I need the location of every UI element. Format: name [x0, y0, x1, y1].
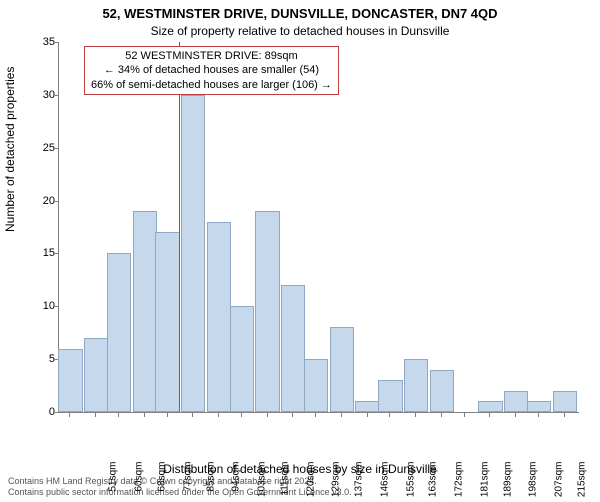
histogram-bar — [504, 391, 528, 412]
x-tick-mark — [241, 412, 242, 417]
histogram-bar — [355, 401, 379, 412]
x-tick-mark — [118, 412, 119, 417]
histogram-bar — [230, 306, 254, 412]
histogram-bar — [527, 401, 551, 412]
x-tick-label: 51sqm — [108, 462, 119, 502]
x-tick-label: 215sqm — [577, 462, 588, 502]
y-tick-mark — [54, 95, 59, 96]
y-tick-label: 10 — [25, 300, 55, 312]
histogram-bar — [133, 211, 157, 412]
y-tick-label: 35 — [25, 36, 55, 48]
x-tick-label: 146sqm — [379, 462, 390, 502]
histogram-bar — [58, 349, 82, 412]
histogram-bar — [553, 391, 577, 412]
x-tick-mark — [389, 412, 390, 417]
x-tick-label: 163sqm — [428, 462, 439, 502]
histogram-bar — [84, 338, 108, 412]
histogram-bar — [207, 222, 231, 412]
x-tick-mark — [341, 412, 342, 417]
x-tick-label: 85sqm — [205, 462, 216, 502]
x-tick-mark — [489, 412, 490, 417]
histogram-bar — [255, 211, 279, 412]
footer-line-1: Contains HM Land Registry data © Crown c… — [8, 476, 352, 487]
x-tick-mark — [538, 412, 539, 417]
y-tick-mark — [54, 42, 59, 43]
histogram-bar — [404, 359, 428, 412]
x-tick-mark — [192, 412, 193, 417]
x-tick-mark — [69, 412, 70, 417]
x-tick-label: 181sqm — [479, 462, 490, 502]
y-tick-label: 0 — [25, 406, 55, 418]
x-tick-mark — [167, 412, 168, 417]
chart-container: 52, WESTMINSTER DRIVE, DUNSVILLE, DONCAS… — [0, 0, 600, 500]
x-tick-mark — [367, 412, 368, 417]
x-tick-label: 207sqm — [554, 462, 565, 502]
y-tick-mark — [54, 412, 59, 413]
chart-subtitle: Size of property relative to detached ho… — [0, 24, 600, 38]
x-tick-mark — [144, 412, 145, 417]
histogram-bar — [107, 253, 131, 412]
x-tick-label: 198sqm — [528, 462, 539, 502]
histogram-bar — [478, 401, 502, 412]
histogram-bar — [330, 327, 354, 412]
info-box: 52 WESTMINSTER DRIVE: 89sqm ← 34% of det… — [84, 46, 339, 95]
x-tick-label: 77sqm — [182, 462, 193, 502]
x-tick-mark — [292, 412, 293, 417]
histogram-bar — [181, 95, 205, 412]
y-tick-label: 30 — [25, 89, 55, 101]
x-tick-label: 189sqm — [502, 462, 513, 502]
x-tick-mark — [564, 412, 565, 417]
x-tick-label: 68sqm — [157, 462, 168, 502]
y-tick-mark — [54, 253, 59, 254]
x-tick-label: 137sqm — [354, 462, 365, 502]
histogram-bar — [378, 380, 402, 412]
y-tick-label: 5 — [25, 353, 55, 365]
x-tick-label: 60sqm — [134, 462, 145, 502]
x-tick-mark — [415, 412, 416, 417]
y-tick-label: 20 — [25, 195, 55, 207]
y-axis-label: Number of detached properties — [3, 67, 17, 232]
x-tick-label: 103sqm — [257, 462, 268, 502]
info-line-1: 52 WESTMINSTER DRIVE: 89sqm — [91, 49, 332, 63]
histogram-bar — [304, 359, 328, 412]
y-tick-mark — [54, 306, 59, 307]
chart-title: 52, WESTMINSTER DRIVE, DUNSVILLE, DONCAS… — [0, 6, 600, 21]
y-tick-label: 15 — [25, 247, 55, 259]
x-tick-label: 155sqm — [405, 462, 416, 502]
histogram-bar — [430, 370, 454, 412]
plot-area: 05101520253035 52 WESTMINSTER DRIVE: 89s… — [58, 42, 579, 413]
x-tick-mark — [95, 412, 96, 417]
footer-line-2: Contains public sector information licen… — [8, 487, 352, 498]
x-tick-mark — [464, 412, 465, 417]
info-line-2: ← 34% of detached houses are smaller (54… — [91, 63, 332, 77]
x-tick-mark — [315, 412, 316, 417]
x-tick-label: 94sqm — [231, 462, 242, 502]
x-tick-label: 120sqm — [305, 462, 316, 502]
histogram-bar — [281, 285, 305, 412]
x-tick-label: 172sqm — [454, 462, 465, 502]
x-tick-mark — [218, 412, 219, 417]
info-line-3: 66% of semi-detached houses are larger (… — [91, 78, 332, 92]
x-tick-mark — [441, 412, 442, 417]
reference-line — [179, 42, 180, 412]
histogram-bar — [155, 232, 179, 412]
x-tick-label: 129sqm — [331, 462, 342, 502]
y-tick-mark — [54, 201, 59, 202]
y-tick-label: 25 — [25, 142, 55, 154]
y-tick-mark — [54, 148, 59, 149]
footer: Contains HM Land Registry data © Crown c… — [8, 476, 352, 498]
x-tick-label: 111sqm — [279, 462, 290, 502]
x-tick-mark — [267, 412, 268, 417]
x-tick-mark — [515, 412, 516, 417]
